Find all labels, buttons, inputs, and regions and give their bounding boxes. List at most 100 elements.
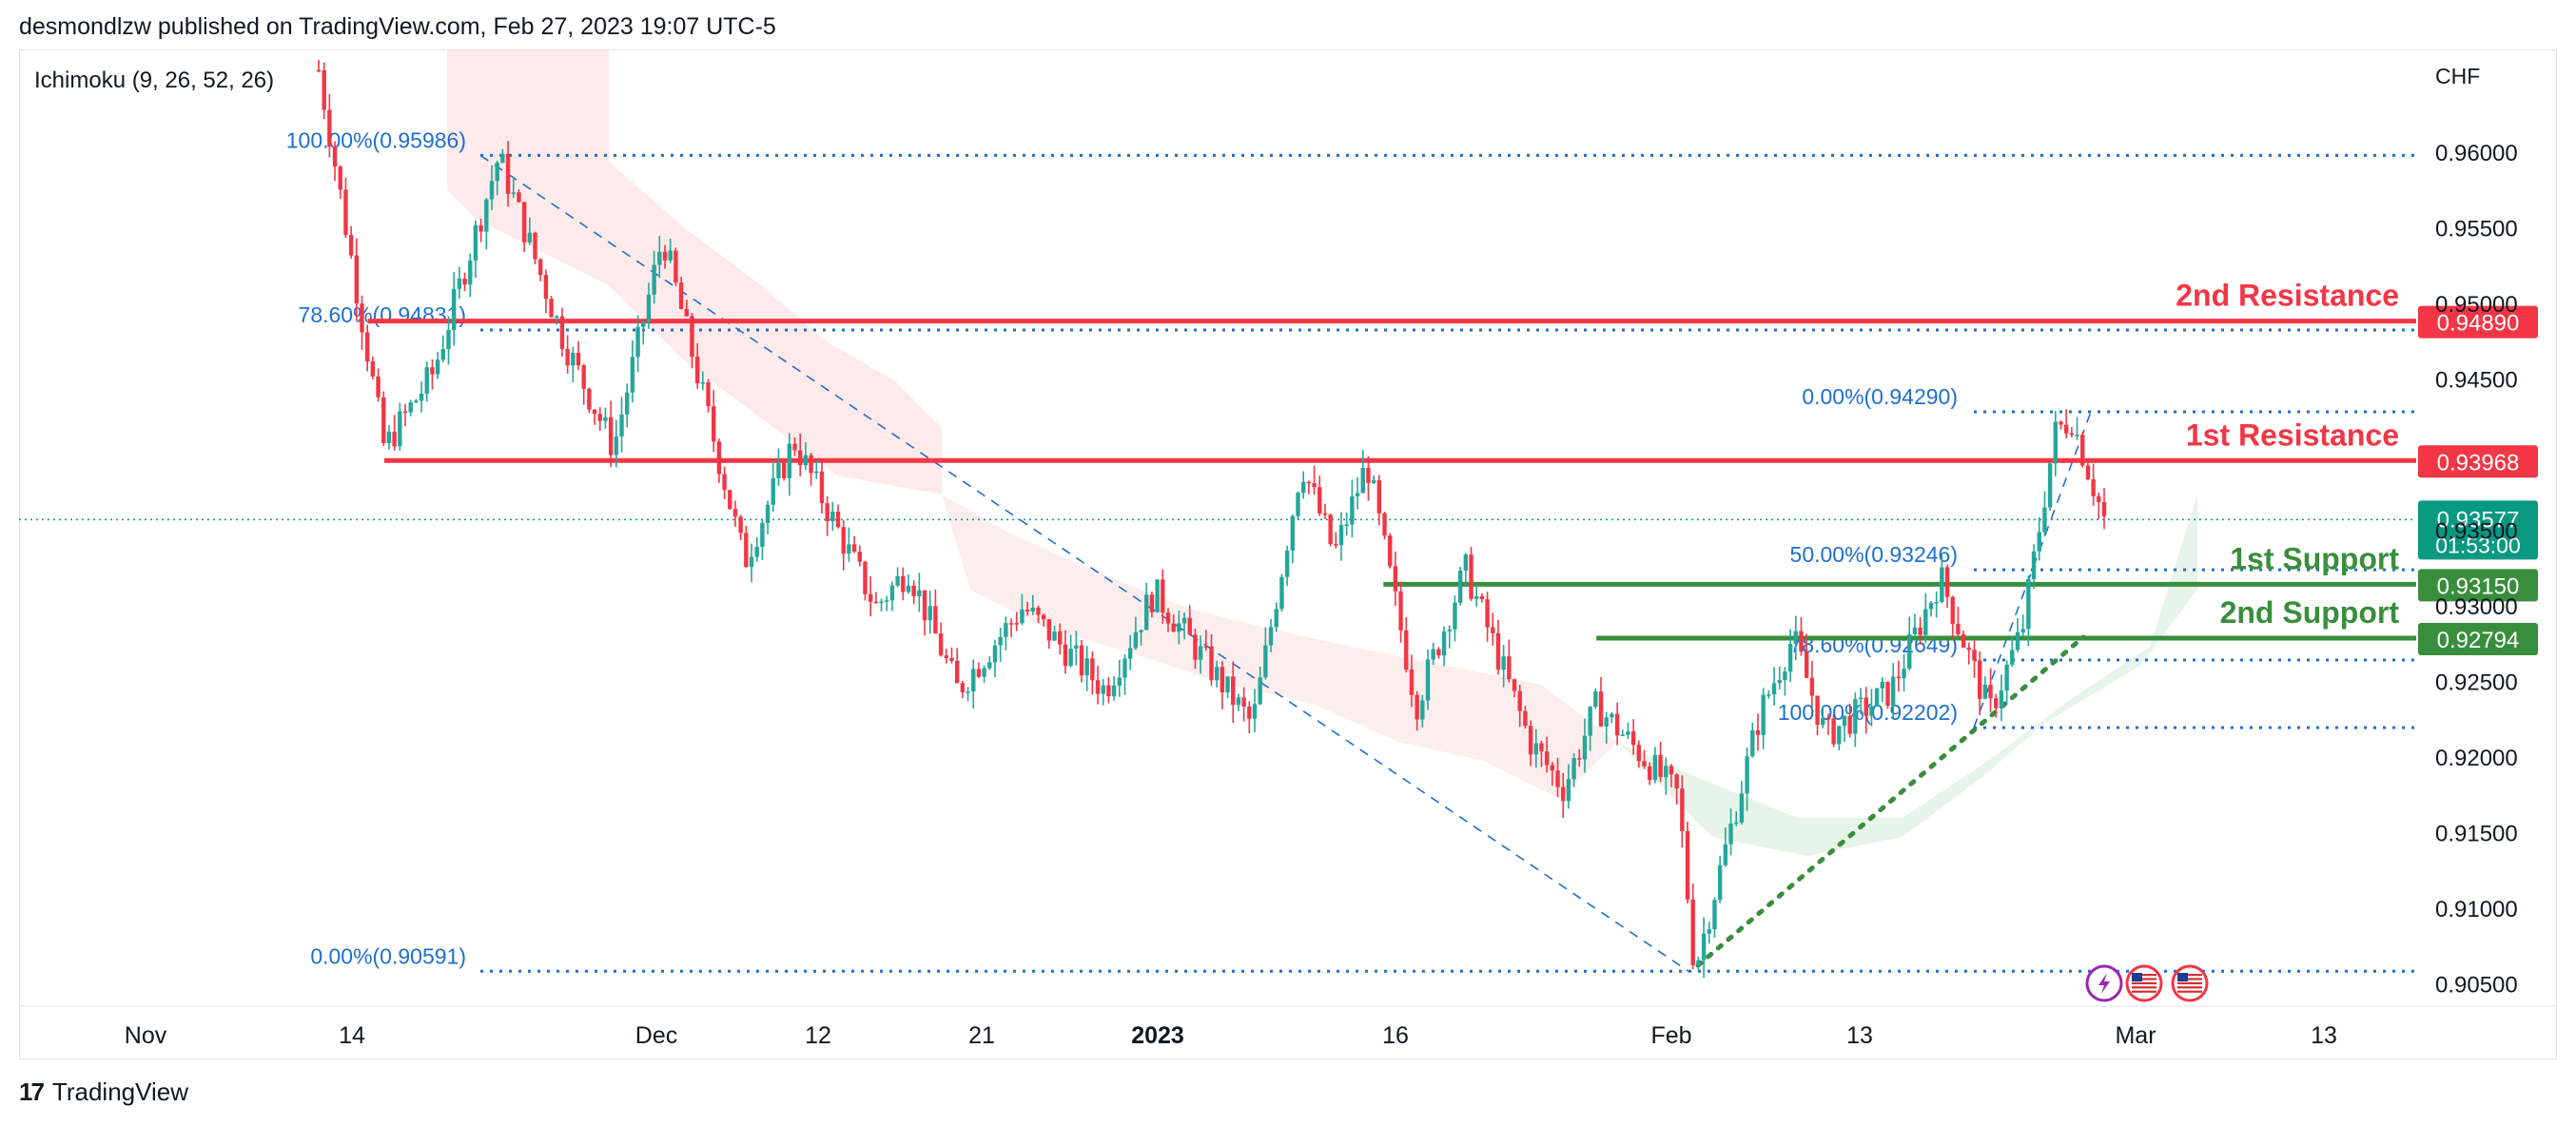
candle (473, 220, 478, 279)
candle-body (1485, 599, 1490, 628)
candle (1165, 608, 1171, 632)
candle (1928, 601, 1934, 617)
candle (987, 656, 992, 670)
candle-body (603, 417, 608, 421)
indicator-label[interactable]: Ichimoku (9, 26, 52, 26) (34, 68, 274, 93)
y-tick-label: 0.92500 (2435, 670, 2518, 696)
candle-body (1885, 681, 1890, 707)
candle-body (1847, 715, 1852, 734)
x-tick-label: 12 (805, 1022, 831, 1049)
candle (1999, 674, 2004, 722)
candle-body (1350, 495, 1355, 525)
candle-body (1063, 644, 1068, 667)
candle-body (392, 431, 397, 447)
candle-body (1068, 649, 1073, 667)
lightning-icon-bolt (2098, 973, 2110, 994)
candle-body (1804, 651, 1809, 678)
candle-body (1252, 704, 1258, 719)
candle-body (938, 633, 944, 656)
candle-body (2069, 433, 2075, 436)
candle (1155, 579, 1160, 613)
candle (851, 535, 857, 553)
candle (408, 399, 413, 417)
candle (700, 371, 706, 391)
candle (1344, 512, 1349, 536)
candle (457, 266, 462, 300)
candle (873, 592, 879, 604)
candle-body (376, 376, 381, 398)
candle-body (1079, 645, 1084, 676)
level-price-badge (2418, 622, 2538, 655)
candle-body (424, 367, 429, 394)
footer-brand[interactable]: TradingView (51, 1077, 188, 1106)
y-tick-label: 0.95500 (2435, 217, 2518, 243)
candle (868, 576, 873, 617)
candle (1388, 533, 1393, 569)
candle-body (500, 153, 505, 164)
candle-body (917, 590, 922, 596)
candle (1837, 726, 1842, 751)
candle (386, 425, 392, 450)
candle (468, 253, 473, 298)
candle-body (468, 260, 473, 285)
candle (1918, 616, 1922, 645)
candle-body (457, 278, 462, 289)
candle (1290, 514, 1296, 564)
candle (1274, 602, 1278, 632)
candle-body (1582, 735, 1588, 760)
candle-body (1338, 525, 1344, 546)
candle (960, 680, 966, 699)
candle (1382, 511, 1387, 540)
candle-body (911, 585, 916, 596)
candle-body (1890, 676, 1896, 707)
flag-stripe (2177, 990, 2202, 993)
candle (1203, 630, 1209, 651)
candle-body (1787, 644, 1793, 672)
candle-body (2031, 551, 2037, 579)
candle-body (922, 590, 927, 621)
candle-body (1771, 683, 1777, 695)
candle-body (1571, 758, 1576, 780)
candle-body (538, 259, 543, 276)
candle-body (944, 655, 948, 659)
candle-body (1193, 634, 1198, 660)
candle (1393, 551, 1398, 607)
candle (1046, 619, 1052, 650)
candle-body (1090, 658, 1095, 681)
candle-body (489, 181, 495, 200)
candle-body (1355, 493, 1360, 496)
y-tick-label: 0.94500 (2435, 368, 2518, 394)
candle-body (744, 533, 749, 568)
candle-body (571, 353, 576, 366)
candle-body (381, 397, 386, 443)
candle-body (521, 202, 527, 243)
candle (1079, 639, 1084, 683)
candle (1127, 634, 1133, 670)
candle-body (1203, 646, 1209, 648)
candle (576, 340, 581, 371)
candle-body (998, 636, 1003, 646)
candle-body (1371, 479, 1376, 483)
fib-label: 50.00%(0.93246) (1790, 542, 1958, 567)
candle (966, 687, 970, 702)
candle-body (1095, 680, 1101, 694)
candle-body (1636, 745, 1642, 762)
candle (2020, 614, 2025, 638)
tradingview-logo[interactable]: 17 (19, 1077, 45, 1106)
candle (2010, 636, 2015, 667)
candle (1831, 714, 1836, 747)
candle (922, 590, 927, 636)
candle (495, 160, 499, 196)
candle-body (430, 367, 435, 375)
candle (1539, 741, 1544, 767)
candle (478, 218, 483, 243)
candle (1101, 679, 1105, 706)
candle-body (348, 235, 354, 256)
candle-body (1415, 694, 1419, 720)
flag-stripe (2177, 974, 2202, 977)
candle-body (1296, 493, 1300, 516)
candle-body (462, 278, 467, 285)
candle (819, 461, 825, 514)
candle-body (1918, 627, 1922, 635)
